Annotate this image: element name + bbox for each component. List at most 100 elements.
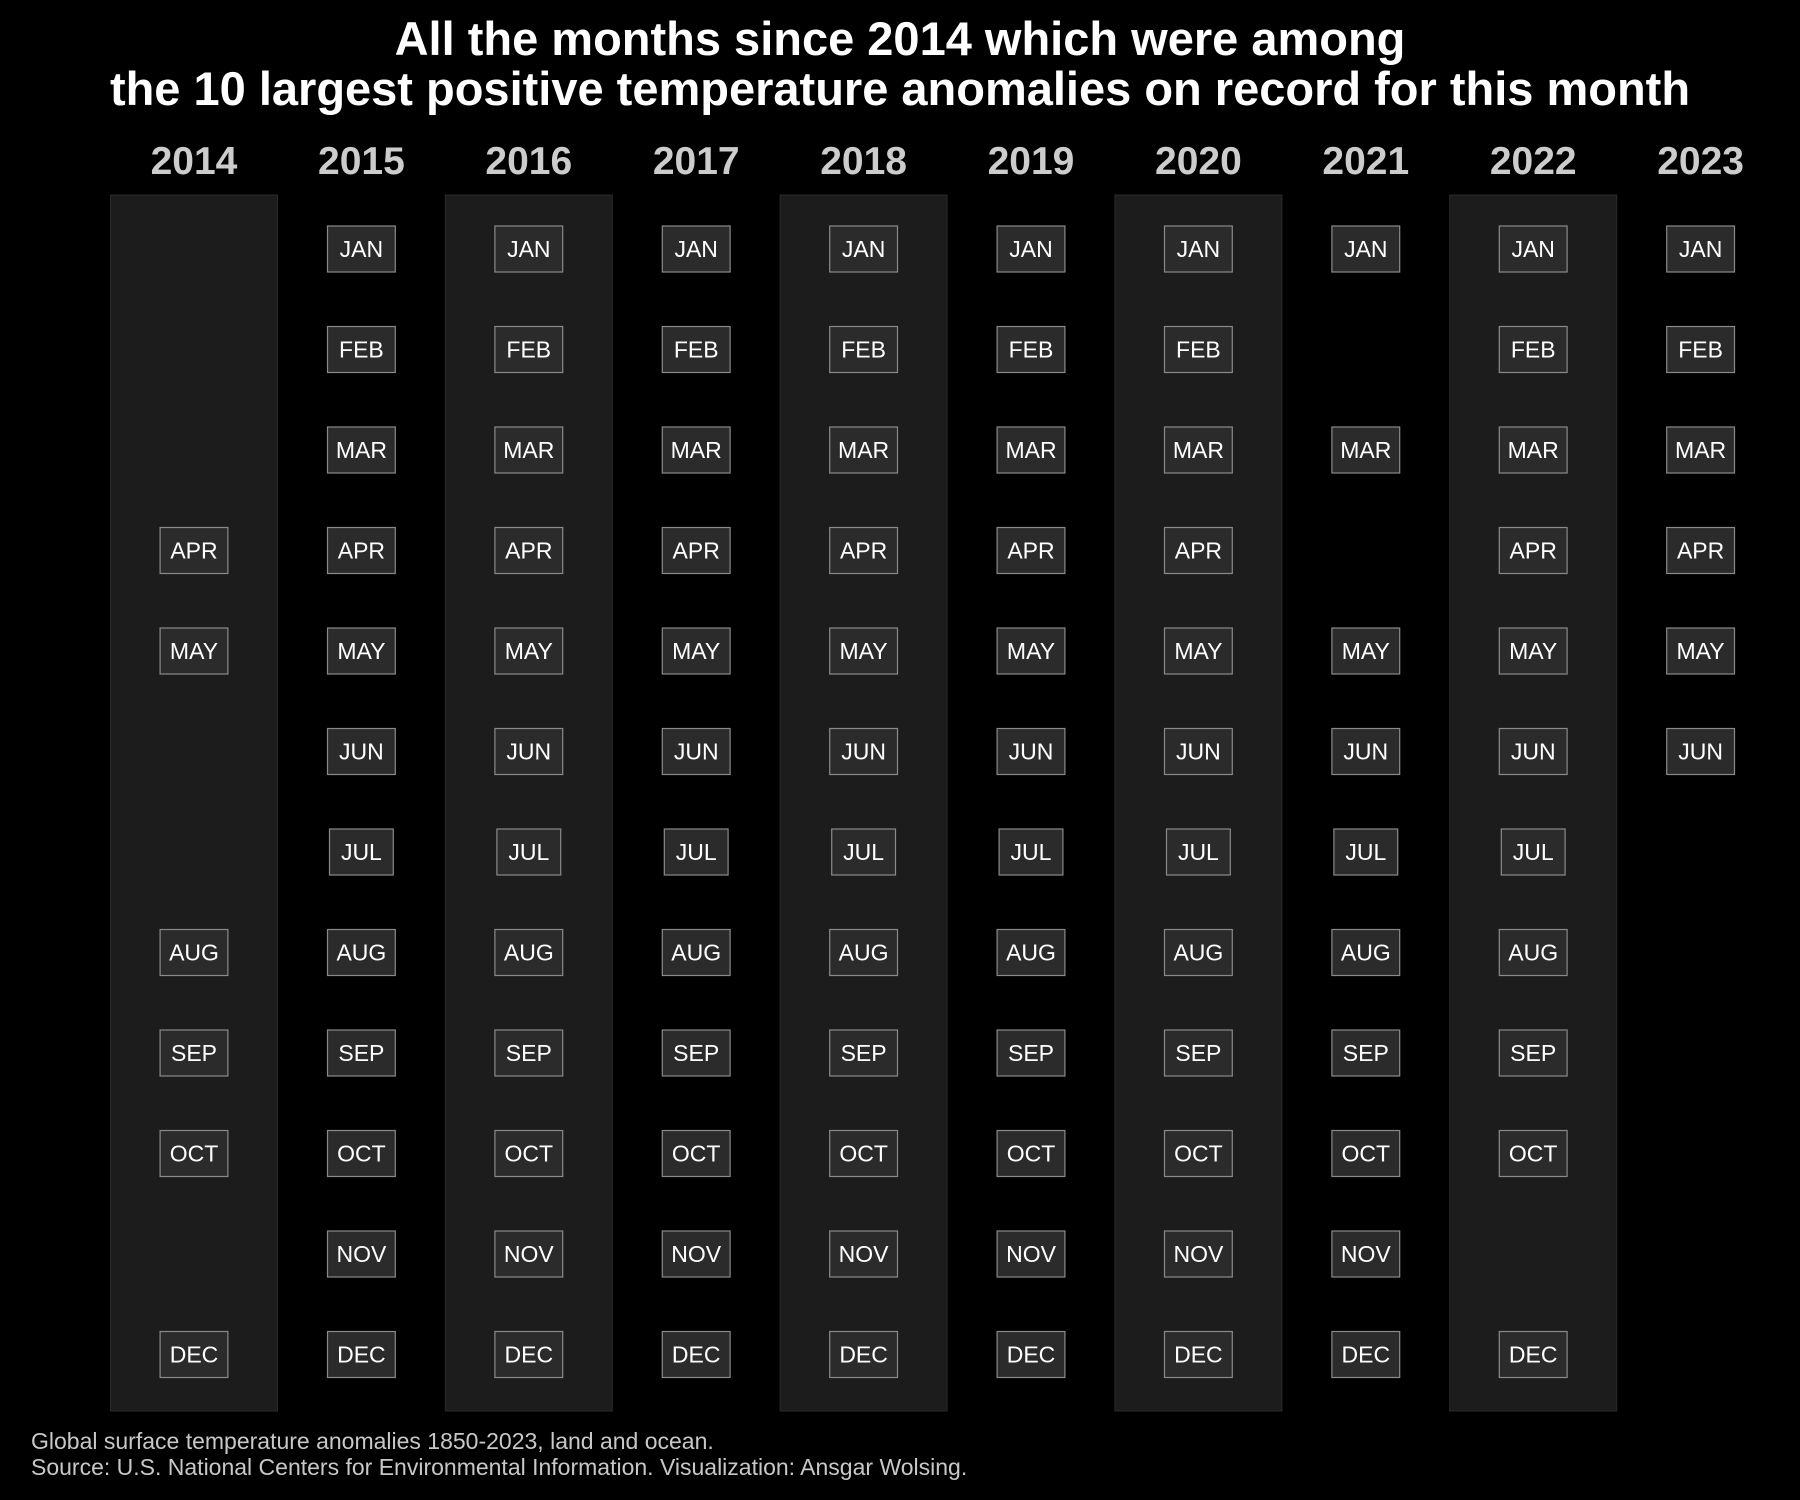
month-box: [159, 1029, 229, 1077]
month-label: APR: [673, 538, 720, 564]
month-label: DEC: [1174, 1342, 1223, 1368]
month-cell-2021-jan: JAN: [1331, 225, 1401, 273]
month-cell-2019-dec: DEC: [996, 1330, 1066, 1379]
month-box: [1165, 828, 1231, 876]
month-label: JAN: [1679, 236, 1722, 262]
month-cell-2019-aug: AUG: [996, 928, 1066, 977]
month-box: [1498, 1129, 1568, 1178]
month-label: MAR: [1173, 437, 1224, 463]
month-box: [661, 225, 731, 273]
column-band-2018: [779, 194, 948, 1412]
month-label: MAY: [1677, 638, 1725, 664]
month-cell-2018-feb: FEB: [829, 325, 899, 374]
month-label: JUN: [1176, 739, 1221, 765]
caption: Global surface temperature anomalies 185…: [31, 1428, 967, 1480]
month-cell-2020-dec: DEC: [1163, 1330, 1233, 1379]
month-box: [829, 928, 899, 977]
month-box: [494, 325, 564, 374]
month-cell-2019-feb: FEB: [996, 325, 1066, 374]
month-label: OCT: [505, 1141, 554, 1167]
month-cell-2022-feb: FEB: [1498, 325, 1568, 374]
month-box: [1333, 828, 1399, 876]
month-label: SEP: [171, 1040, 217, 1066]
month-cell-2019-mar: MAR: [996, 426, 1066, 474]
month-box: [829, 526, 899, 575]
month-label: JUL: [1178, 839, 1219, 865]
month-label: MAY: [1342, 638, 1390, 664]
month-cell-2016-aug: AUG: [494, 928, 564, 977]
month-label: FEB: [1176, 337, 1221, 363]
month-label: AUG: [1173, 940, 1223, 966]
month-cell-2017-jun: JUN: [661, 727, 731, 776]
year-label-2021: 2021: [1322, 140, 1409, 183]
month-cell-2016-mar: MAR: [494, 426, 564, 474]
month-box: [326, 1230, 396, 1278]
month-label: MAY: [1174, 638, 1222, 664]
month-box: [1666, 627, 1736, 675]
month-box: [1498, 426, 1568, 474]
month-box: [1498, 627, 1568, 675]
month-label: JAN: [842, 236, 885, 262]
month-label: JAN: [1344, 236, 1387, 262]
month-label: MAR: [1508, 437, 1559, 463]
month-cell-2017-dec: DEC: [661, 1330, 731, 1379]
month-label: AUG: [839, 940, 889, 966]
month-cell-2022-sep: SEP: [1498, 1029, 1568, 1077]
month-box: [1498, 1330, 1568, 1379]
month-label: APR: [1677, 538, 1724, 564]
month-label: JUN: [339, 739, 384, 765]
month-box: [661, 727, 731, 776]
month-label: DEC: [1007, 1342, 1056, 1368]
month-cell-2021-aug: AUG: [1331, 928, 1401, 977]
month-box: [1666, 225, 1736, 273]
month-label: JUN: [841, 739, 886, 765]
month-cell-2015-feb: FEB: [326, 325, 396, 374]
month-cell-2016-apr: APR: [494, 526, 564, 575]
month-cell-2018-apr: APR: [829, 526, 899, 575]
month-cell-2019-jan: JAN: [996, 225, 1066, 273]
month-label: JUL: [341, 839, 382, 865]
month-label: SEP: [338, 1040, 384, 1066]
month-box: [159, 928, 229, 977]
month-box: [1163, 1230, 1233, 1278]
month-label: OCT: [1174, 1141, 1223, 1167]
month-cell-2014-dec: DEC: [159, 1330, 229, 1379]
month-box: [831, 828, 897, 876]
month-label: OCT: [1509, 1141, 1558, 1167]
month-cell-2018-sep: SEP: [829, 1029, 899, 1077]
month-cell-2015-jun: JUN: [326, 727, 396, 776]
month-box: [1498, 325, 1568, 374]
month-box: [661, 627, 731, 675]
month-box: [829, 1330, 899, 1379]
month-box: [1163, 627, 1233, 675]
month-box: [1666, 526, 1736, 575]
month-cell-2016-oct: OCT: [494, 1129, 564, 1178]
month-cell-2015-dec: DEC: [326, 1330, 396, 1379]
month-cell-2022-may: MAY: [1498, 627, 1568, 675]
month-cell-2023-may: MAY: [1666, 627, 1736, 675]
month-box: [326, 1129, 396, 1178]
month-box: [494, 526, 564, 575]
month-cell-2023-apr: APR: [1666, 526, 1736, 575]
month-box: [1163, 526, 1233, 575]
month-box: [1331, 928, 1401, 977]
month-box: [661, 325, 731, 374]
year-label-2023: 2023: [1657, 140, 1744, 183]
month-box: [996, 526, 1066, 575]
month-box: [1331, 727, 1401, 776]
month-label: DEC: [839, 1342, 888, 1368]
month-label: JUN: [1511, 739, 1556, 765]
month-box: [1331, 1330, 1401, 1379]
month-box: [1163, 1029, 1233, 1077]
month-cell-2021-jun: JUN: [1331, 727, 1401, 776]
month-box: [996, 1330, 1066, 1379]
month-label: NOV: [336, 1241, 387, 1267]
month-box: [661, 1129, 731, 1178]
month-box: [996, 1029, 1066, 1077]
month-cell-2017-feb: FEB: [661, 325, 731, 374]
month-cell-2017-aug: AUG: [661, 928, 731, 977]
month-cell-2018-nov: NOV: [829, 1230, 899, 1278]
month-cell-2015-nov: NOV: [326, 1230, 396, 1278]
month-cell-2021-sep: SEP: [1331, 1029, 1401, 1077]
